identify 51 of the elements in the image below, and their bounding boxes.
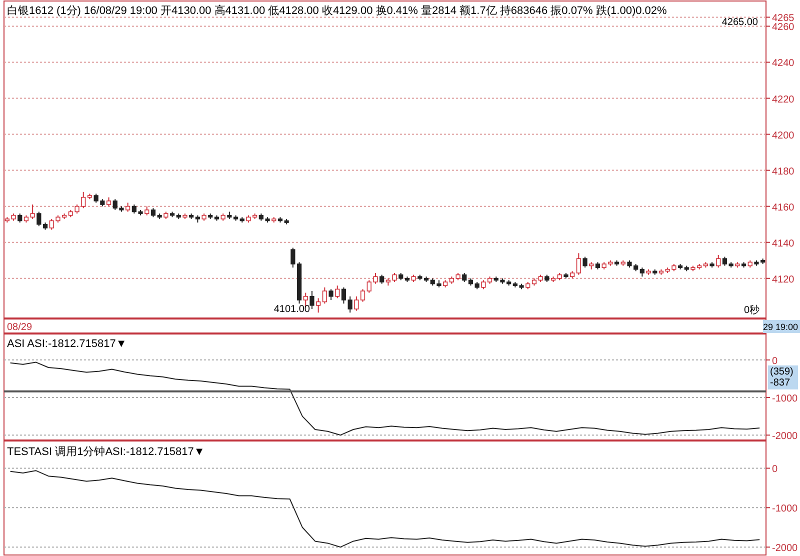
y-tick-label: -2000	[772, 431, 798, 442]
annotation: 4265.00	[722, 17, 758, 28]
candlestick	[335, 285, 340, 299]
annotation: 0秒	[744, 304, 760, 316]
y-tick-label: 4220	[772, 94, 795, 106]
candlestick	[341, 286, 346, 304]
candlestick	[126, 202, 130, 212]
y-tick-label: -2000	[772, 543, 798, 554]
chart-title: 白银1612 (1分) 16/08/29 19:00 开4130.00 高4131.00 低4128.00 收4129.00 换0.41% 量2814 额1.7亿 持683646 振0.07% 跌(1.00)0.02%	[7, 4, 668, 17]
line-series	[10, 362, 760, 436]
candlestick	[722, 256, 728, 266]
y-tick-label: 4120	[772, 274, 795, 286]
candlestick	[18, 213, 22, 224]
candlestick	[144, 206, 150, 216]
line-series	[10, 470, 760, 548]
text: 29 19:00	[762, 322, 798, 332]
chart-title: ASI ASI:-1812.715817▼	[7, 338, 127, 350]
candlestick	[360, 288, 366, 302]
y-tick-label: -1000	[772, 504, 798, 515]
candlestick	[30, 204, 35, 220]
candlestick	[481, 280, 486, 290]
candlestick	[380, 274, 384, 284]
y-tick-label: 4260	[772, 22, 795, 34]
annotation: 4101.00	[274, 304, 310, 315]
candlestick	[150, 208, 156, 218]
candlestick	[462, 272, 467, 282]
candlestick	[290, 247, 296, 268]
candlestick	[322, 286, 327, 304]
chart-title: TESTASI 调用1分钟ASI:-1812.715817▼	[7, 446, 205, 458]
y-tick-label: 4265	[772, 13, 795, 24]
candlestick	[582, 256, 588, 268]
candlestick	[354, 296, 359, 312]
candlestick	[716, 254, 721, 268]
candlestick	[328, 288, 334, 300]
candlestick	[316, 298, 321, 314]
candlestick	[106, 196, 112, 207]
candlestick	[348, 296, 352, 314]
y-tick-label: -1000	[772, 394, 798, 405]
candlestick	[640, 267, 644, 278]
candlestick	[36, 211, 42, 227]
ref-line-label: (359) -837	[770, 366, 794, 388]
candlestick	[576, 252, 581, 276]
y-tick-label: 4180	[772, 166, 795, 178]
y-tick-label: 4240	[772, 58, 795, 70]
y-tick-label: 0	[772, 356, 778, 367]
y-tick-label: 4140	[772, 238, 795, 250]
text: 08/29	[7, 322, 32, 333]
y-tick-label: 4160	[772, 202, 795, 214]
y-tick-label: 0	[772, 464, 778, 476]
candlestick	[310, 290, 314, 310]
y-tick-label: 4200	[772, 130, 795, 142]
